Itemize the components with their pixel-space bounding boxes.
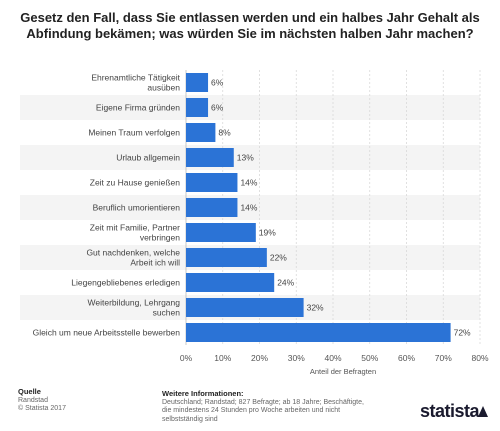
value-label: 14% — [240, 178, 257, 188]
bar — [186, 123, 216, 142]
copyright-line: © Statista 2017 — [18, 405, 66, 412]
bar — [186, 173, 238, 192]
info-block: Weitere Informationen: Deutschland; Rand… — [162, 389, 412, 424]
value-label: 32% — [307, 303, 324, 313]
bar-chart: 0% 10% 20% 30% 40% 50% 60% 70% 80% 6% Ehrenamtlich… — [20, 70, 489, 376]
category-label: Urlaub allgemein — [116, 153, 180, 163]
x-tick-label: 80% — [471, 353, 488, 363]
info-line: Deutschland; Randstad; 827 Befragte; ab … — [162, 398, 364, 406]
source-block: Quelle Randstad © Statista 2017 — [18, 387, 66, 414]
category-label: Ehrenamtliche Tätigkeit — [91, 73, 180, 83]
category-label: Gleich um neue Arbeitsstelle bewerben — [33, 328, 181, 338]
x-tick-label: 20% — [251, 353, 268, 363]
x-tick-label: 60% — [398, 353, 415, 363]
value-label: 19% — [259, 228, 276, 238]
bar — [186, 323, 451, 342]
chart-title: Gesetz den Fall, dass Sie entlassen werd… — [20, 10, 480, 41]
category-label: Zeit zu Hause genießen — [90, 178, 181, 188]
category-label: Eigene Firma gründen — [96, 103, 180, 113]
info-line: selbstständig sind — [162, 415, 218, 423]
value-label: 6% — [211, 78, 224, 88]
category-label: Arbeit ich will — [130, 258, 180, 268]
statista-logo-icon — [478, 406, 488, 417]
bar — [186, 248, 267, 267]
value-label: 13% — [237, 153, 254, 163]
bar — [186, 98, 209, 117]
category-label: verbringen — [140, 233, 180, 243]
row-stripe — [20, 195, 480, 220]
row-stripe — [20, 145, 480, 170]
x-tick-label: 50% — [361, 353, 378, 363]
info-heading: Weitere Informationen: — [162, 389, 244, 398]
x-tick-label: 10% — [214, 353, 231, 363]
bar — [186, 298, 304, 317]
bar — [186, 148, 234, 167]
bar — [186, 198, 238, 217]
x-tick-label: 0% — [180, 353, 193, 363]
category-label: Gut nachdenken, welche — [86, 248, 180, 258]
bar — [186, 223, 256, 242]
x-tick-label: 70% — [435, 353, 452, 363]
statista-logo[interactable]: statista — [420, 401, 480, 421]
bar — [186, 73, 209, 92]
category-label: ausüben — [147, 83, 180, 93]
category-label: suchen — [153, 308, 181, 318]
bar — [186, 273, 275, 292]
x-tick-label: 30% — [288, 353, 305, 363]
x-tick-label: 40% — [324, 353, 341, 363]
value-label: 8% — [218, 128, 231, 138]
category-label: Weiterbildung, Lehrgang — [88, 298, 181, 308]
value-label: 14% — [240, 203, 257, 213]
category-label: Liegengebliebenes erledigen — [71, 278, 180, 288]
category-label: Meinen Traum verfolgen — [88, 128, 180, 138]
value-label: 6% — [211, 103, 224, 113]
category-label: Zeit mit Familie, Partner — [90, 223, 180, 233]
value-label: 24% — [277, 278, 294, 288]
source-heading: Quelle — [18, 387, 41, 396]
x-axis-title: Anteil der Befragten — [310, 367, 376, 376]
value-label: 22% — [270, 253, 287, 263]
info-line: die mindestens 24 Stunden pro Woche arbe… — [162, 407, 341, 414]
source-line: Randstad — [18, 396, 48, 404]
row-stripe — [20, 95, 480, 120]
category-label: Beruflich umorientieren — [93, 203, 181, 213]
value-label: 72% — [454, 328, 471, 338]
